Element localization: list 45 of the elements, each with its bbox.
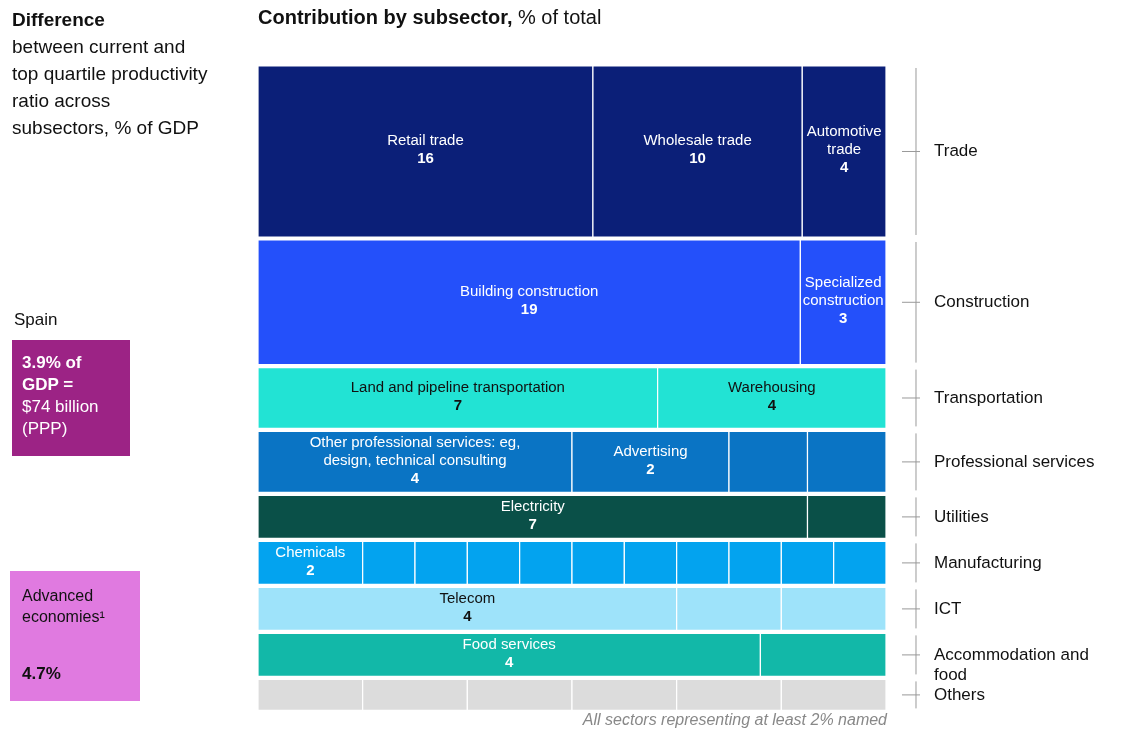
text: 3.9% of GDP = [22,353,82,394]
category-label: Utilities [934,506,989,526]
data-label: 4 [463,606,473,624]
data-label: 7 [528,514,537,532]
data-label: 4 [839,158,849,176]
category-label: Telecom [439,588,496,606]
data-label: 7 [453,395,462,413]
text: Advanced economies¹ [22,587,105,625]
category-label: Transportation [934,388,1043,407]
data-label: 16 [417,149,434,167]
text: Contribution by subsector, [258,6,513,28]
category-label: Professional services [934,451,1095,471]
data-label: 4 [767,395,777,413]
category-label: Specialized construction [802,273,884,309]
text: Difference [12,9,105,30]
text: 4.7% [22,664,61,684]
category-label: Other professional services: eg, design, technical consulting [309,432,521,468]
text: % of total [518,6,602,28]
text: $74 billion (PPP) [22,397,99,438]
category-label: Manufacturing [934,552,1042,572]
category-label: Warehousing [727,378,816,395]
category-label: Advertising [613,441,688,459]
category-label: Food services [462,634,556,652]
category-label: Others [934,684,985,704]
text: All sectors representing at least 2% named [582,711,887,729]
data-label: 19 [520,300,538,318]
data-label: 4 [505,652,515,670]
category-label: Accommodation and food [934,644,1089,684]
category-label: Chemicals [275,542,346,560]
data-label: 2 [306,560,315,578]
category-label: Retail trade [387,131,464,149]
data-label: 4 [410,468,420,486]
category-label: Wholesale trade [643,131,752,149]
category-label: Land and pipeline transportation [350,378,565,395]
category-label: Building construction [460,282,599,300]
category-label: ICT [934,598,962,618]
data-label: 2 [646,459,655,477]
text: between current and top quartile productivity ratio across subsectors, % of GDP [12,36,208,138]
data-label: 10 [689,149,706,167]
category-label: Electricity [500,496,566,514]
category-label: Trade [934,141,978,161]
category-label: Construction [934,292,1030,312]
category-label: Automotive trade [806,122,882,158]
text: Spain [14,310,58,330]
data-label: 3 [839,309,848,327]
